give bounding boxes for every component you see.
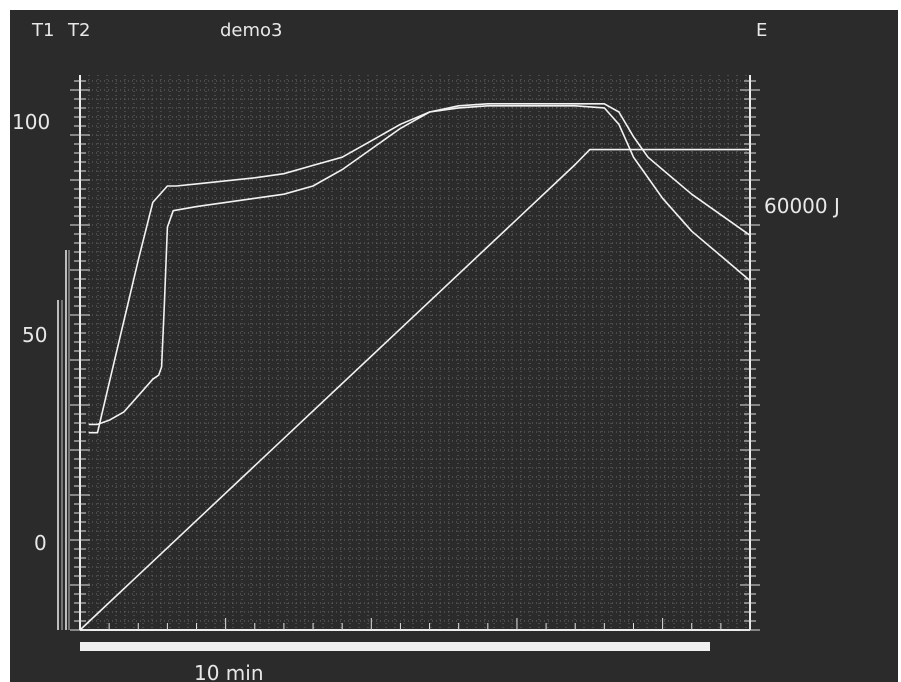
right-tick-label: 60000 J <box>764 194 840 218</box>
series-label-t1: T1 <box>31 20 54 41</box>
y-tick-label-100: 100 <box>12 110 50 134</box>
series-line-e <box>79 148 750 631</box>
plot-grid <box>80 75 750 630</box>
series-line-t2 <box>88 105 751 426</box>
axes <box>79 75 751 631</box>
left-margin-trace <box>57 250 70 630</box>
y-tick-label-0: 0 <box>34 531 47 555</box>
line-chart: T1 T2 demo3 E 100 50 0 60000 J 10 min <box>12 20 840 682</box>
time-scale-bar <box>80 642 710 651</box>
x-axis-label: 10 min <box>194 661 264 682</box>
axis-ticks <box>70 80 760 631</box>
series-label-t2: T2 <box>67 20 90 41</box>
chart-title: demo3 <box>220 20 283 41</box>
series-lines <box>79 103 751 631</box>
right-axis-title: E <box>756 20 767 41</box>
chart-screen: T1 T2 demo3 E 100 50 0 60000 J 10 min <box>10 10 898 682</box>
series-line-t1 <box>88 103 751 434</box>
y-tick-label-50: 50 <box>22 323 47 347</box>
